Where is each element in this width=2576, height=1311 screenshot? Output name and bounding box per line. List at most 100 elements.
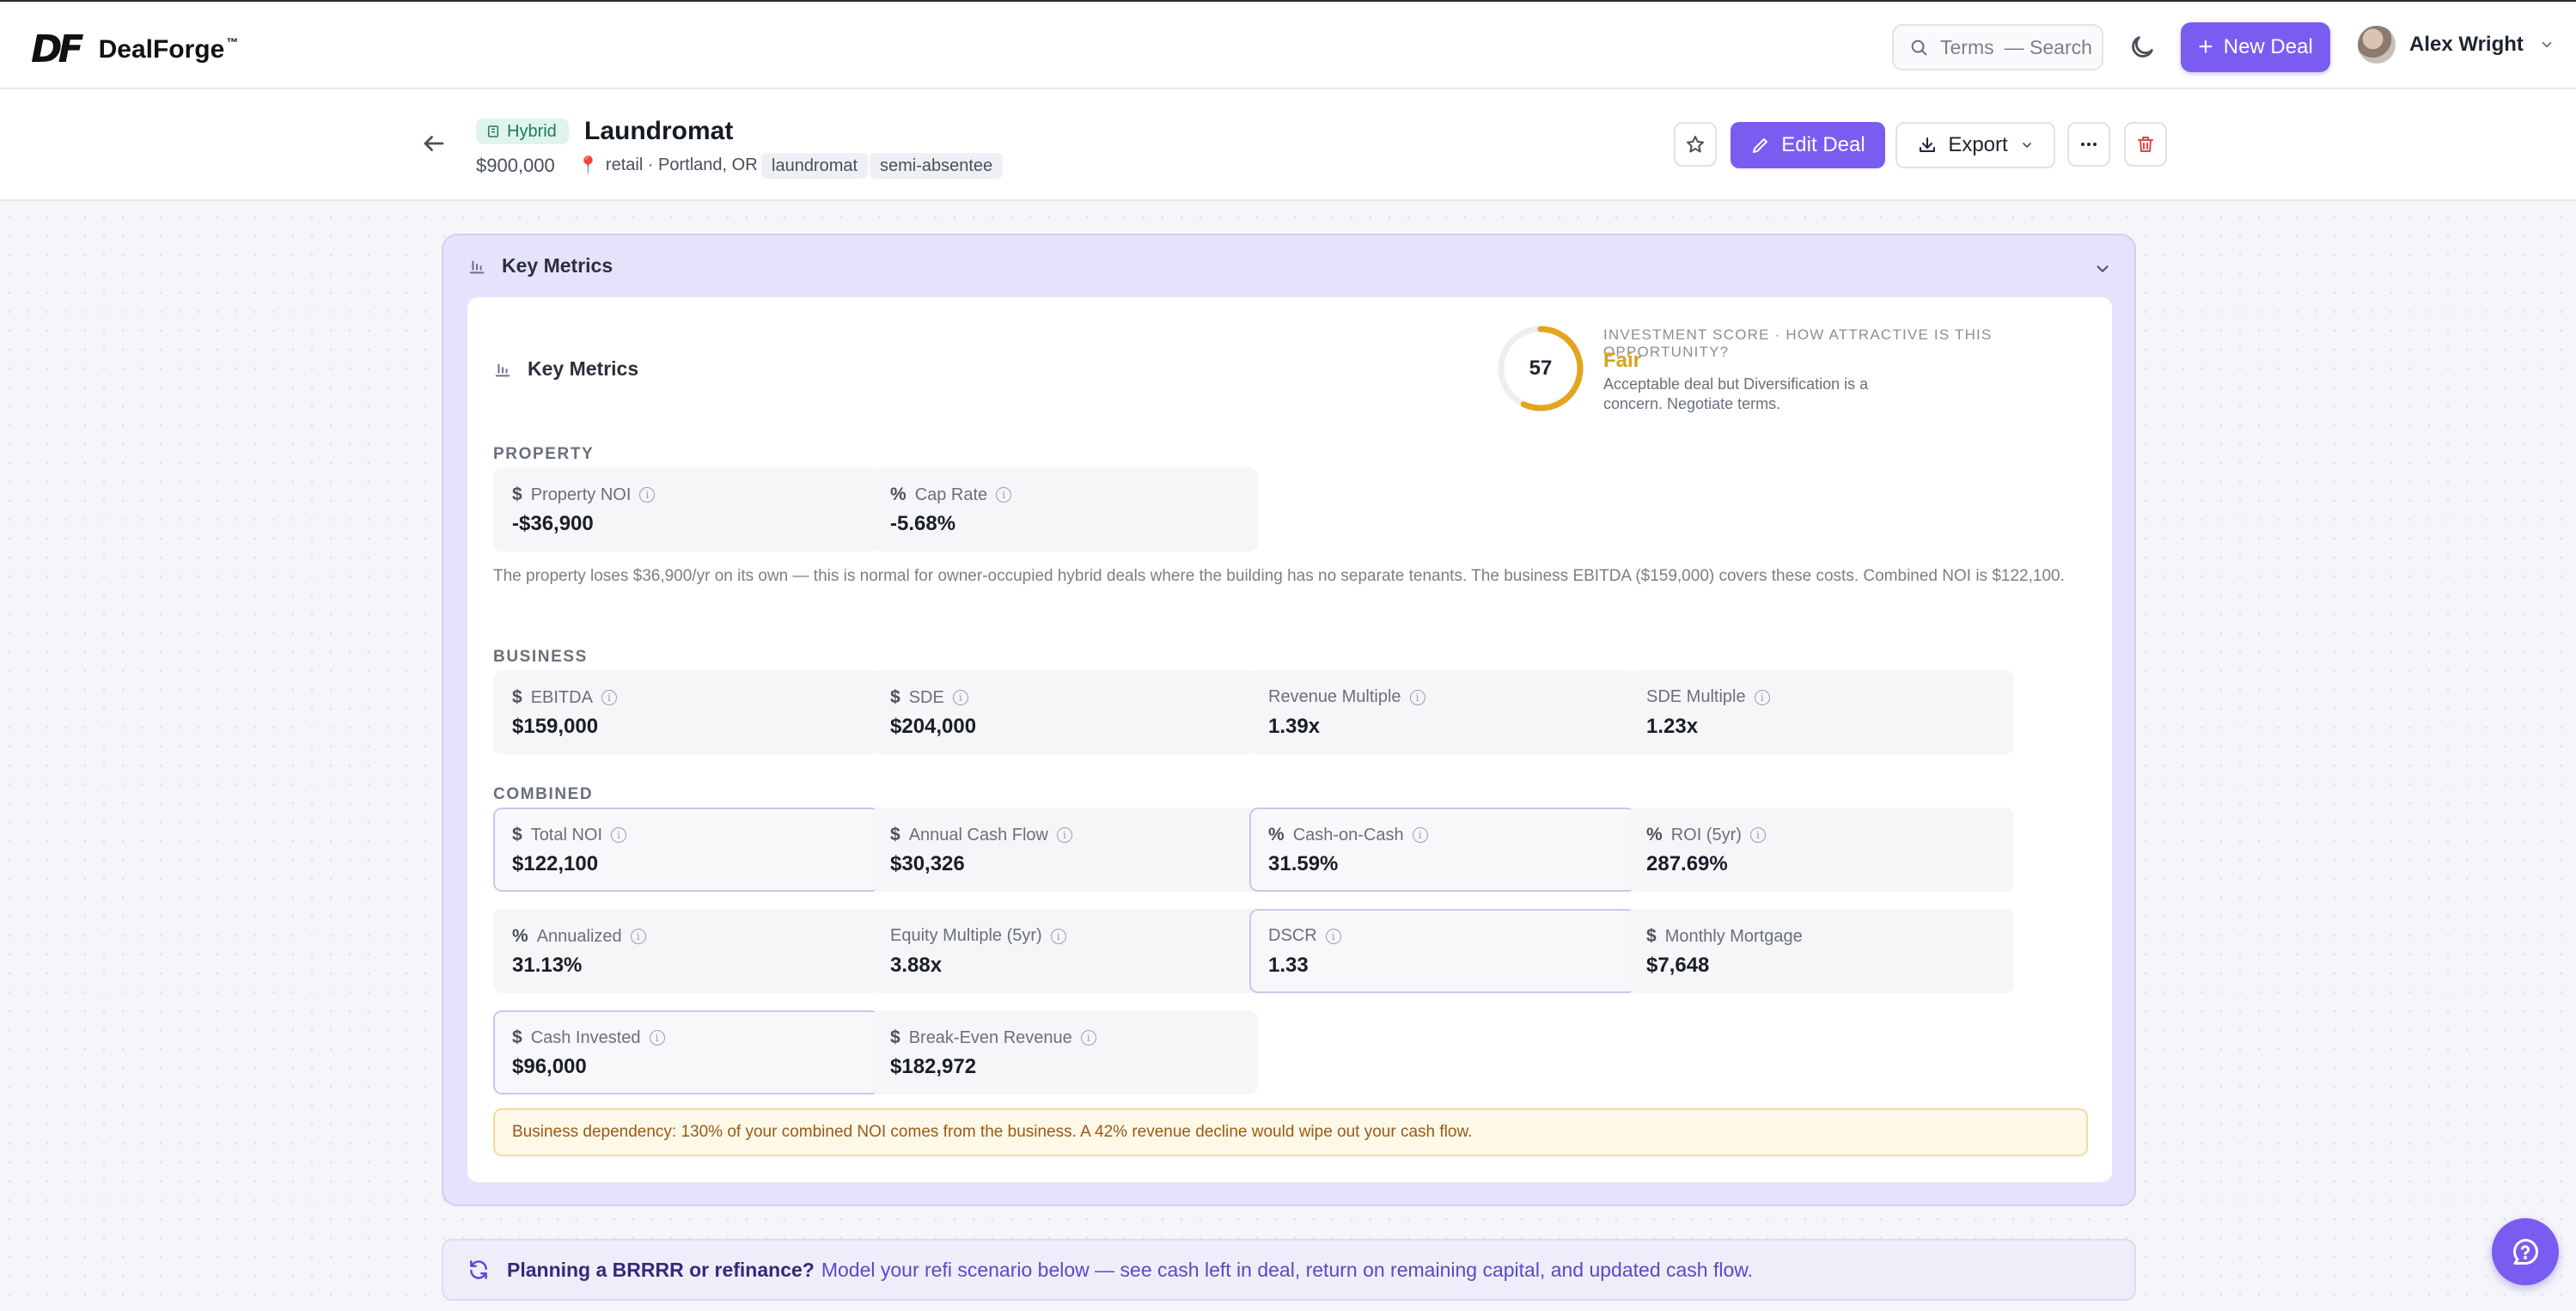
search-icon	[1911, 40, 1927, 56]
info-icon[interactable]: i	[1412, 827, 1428, 843]
trash-icon	[2138, 137, 2153, 152]
tag-laundromat: laundromat	[761, 153, 869, 179]
dollar-icon: $	[512, 485, 522, 504]
info-icon[interactable]: i	[1325, 928, 1341, 944]
logo-mark: DF	[31, 27, 84, 71]
export-button[interactable]: Export	[1895, 122, 2055, 168]
info-icon[interactable]: i	[611, 827, 627, 843]
app-logo[interactable]: DF DealForge ™	[31, 27, 238, 71]
metric-label: $ Property NOI i	[512, 485, 656, 505]
edit-deal-button[interactable]: Edit Deal	[1731, 122, 1885, 168]
metric-value: $96,000	[512, 1055, 587, 1078]
metric-value: $30,326	[890, 852, 965, 875]
investment-score-ring	[1498, 326, 1584, 412]
info-icon[interactable]: i	[996, 487, 1012, 503]
user-menu[interactable]: Alex Wright	[2358, 26, 2555, 64]
metric-value: $122,100	[512, 852, 599, 875]
back-arrow-icon[interactable]	[421, 131, 447, 156]
section-label-business: BUSINESS	[493, 648, 588, 666]
metric-label-text: Property NOI	[530, 485, 632, 504]
section-label-property: PROPERTY	[493, 445, 595, 463]
export-label: Export	[1948, 133, 2008, 156]
info-icon[interactable]: i	[649, 1030, 665, 1046]
search-input[interactable]: Terms — Search	[1892, 24, 2103, 70]
dollar-icon: $	[890, 825, 900, 845]
dark-mode-toggle-icon[interactable]	[2127, 33, 2157, 62]
deal-type-label: Hybrid	[507, 121, 557, 141]
user-name: Alex Wright	[2409, 33, 2524, 56]
info-icon[interactable]: i	[1754, 689, 1770, 705]
app-name: DealForge ™	[99, 35, 239, 64]
info-icon[interactable]: i	[1050, 928, 1066, 944]
metric-value: 31.59%	[1268, 852, 1339, 875]
metric-label-text: Annual Cash Flow	[908, 825, 1048, 845]
investment-score-description: Acceptable deal but Diversification is a…	[1603, 375, 1869, 412]
metric-label-text: Revenue Multiple	[1268, 687, 1401, 706]
refi-banner-title: Planning a BRRRR or refinance?	[507, 1258, 815, 1281]
key-metrics-card-title: Key Metrics	[528, 357, 639, 380]
metric-break-even-revenue: $ Break-Even Revenue i $182,972	[871, 1010, 1258, 1095]
chevron-down-icon[interactable]	[2093, 259, 2112, 278]
metric-roi-5yr: % ROI (5yr) i 287.69%	[1627, 808, 2014, 892]
metric-label-text: SDE	[908, 687, 944, 707]
bar-chart-icon	[469, 259, 485, 273]
bar-chart-icon	[495, 363, 510, 376]
deal-location-text: retail · Portland, OR	[605, 155, 758, 174]
info-icon[interactable]: i	[1749, 827, 1766, 843]
info-icon[interactable]: i	[1409, 689, 1425, 705]
refresh-icon	[470, 1260, 487, 1279]
metric-label-text: Break-Even Revenue	[908, 1027, 1072, 1047]
metric-label: $ Cash Invested i	[512, 1027, 665, 1048]
metric-dscr: DSCR i 1.33	[1249, 909, 1636, 993]
info-icon[interactable]: i	[630, 929, 646, 944]
key-metrics-panel-title: Key Metrics	[502, 254, 613, 277]
building-icon	[487, 125, 499, 137]
metric-value: $7,648	[1646, 954, 1710, 977]
refi-banner[interactable]: Planning a BRRRR or refinance? Model you…	[442, 1239, 2136, 1301]
dollar-icon: $	[890, 1027, 900, 1047]
metric-equity-multiple-5yr: Equity Multiple (5yr) i 3.88x	[871, 909, 1258, 993]
chevron-down-icon	[2542, 41, 2552, 48]
metric-annualized: % Annualized i 31.13%	[493, 909, 880, 993]
metric-label: % Annualized i	[512, 926, 646, 947]
deal-header	[0, 89, 2576, 201]
top-nav: DF DealForge ™ Terms — Search + New Deal …	[0, 0, 2576, 89]
delete-button[interactable]	[2124, 122, 2167, 167]
metric-label-text: DSCR	[1268, 926, 1317, 945]
metric-label: $ Monthly Mortgage	[1646, 926, 1803, 947]
new-deal-button[interactable]: + New Deal	[2181, 22, 2330, 72]
metric-label: SDE Multiple i	[1646, 687, 1770, 707]
percent-icon: %	[512, 926, 528, 946]
metric-label: $ Break-Even Revenue i	[890, 1027, 1096, 1048]
metric-monthly-mortgage: $ Monthly Mortgage $7,648	[1627, 909, 2014, 993]
key-metrics-card-header: Key Metrics	[493, 357, 638, 381]
info-icon[interactable]: i	[1057, 827, 1072, 843]
search-hint: — Search	[2004, 35, 2092, 58]
metric-label: $ SDE i	[890, 687, 968, 708]
metric-sde: $ SDE i $204,000	[871, 670, 1258, 754]
metric-value: 287.69%	[1646, 852, 1728, 875]
info-icon[interactable]: i	[952, 690, 968, 705]
metric-label-text: ROI (5yr)	[1670, 825, 1742, 845]
info-icon[interactable]: i	[639, 487, 656, 503]
metric-label: $ Annual Cash Flow i	[890, 825, 1072, 845]
more-options-button[interactable]	[2067, 122, 2110, 167]
app-name-text: DealForge	[98, 34, 225, 64]
metric-ebitda: $ EBITDA i $159,000	[493, 670, 880, 754]
deal-location: 📍 retail · Portland, OR	[577, 155, 758, 176]
metric-value: $204,000	[890, 715, 977, 738]
metric-label: $ EBITDA i	[512, 687, 617, 708]
metric-annual-cash-flow: $ Annual Cash Flow i $30,326	[871, 808, 1258, 892]
info-icon[interactable]: i	[1080, 1030, 1096, 1046]
refi-banner-text: Model your refi scenario below — see cas…	[821, 1258, 1753, 1281]
metric-label: % Cash-on-Cash i	[1268, 825, 1428, 845]
metric-label: DSCR i	[1268, 926, 1341, 946]
metric-label-text: Cash-on-Cash	[1292, 825, 1404, 845]
key-metrics-panel: Key Metrics Key Metrics 57 INVESTMENT SC…	[442, 234, 2136, 1206]
info-icon[interactable]: i	[601, 690, 617, 705]
help-button[interactable]	[2492, 1218, 2559, 1285]
key-metrics-panel-header[interactable]: Key Metrics	[467, 254, 613, 277]
favorite-button[interactable]	[1674, 122, 1717, 167]
investment-score-arc	[1498, 326, 1584, 412]
metric-sde-multiple: SDE Multiple i 1.23x	[1627, 670, 2014, 754]
